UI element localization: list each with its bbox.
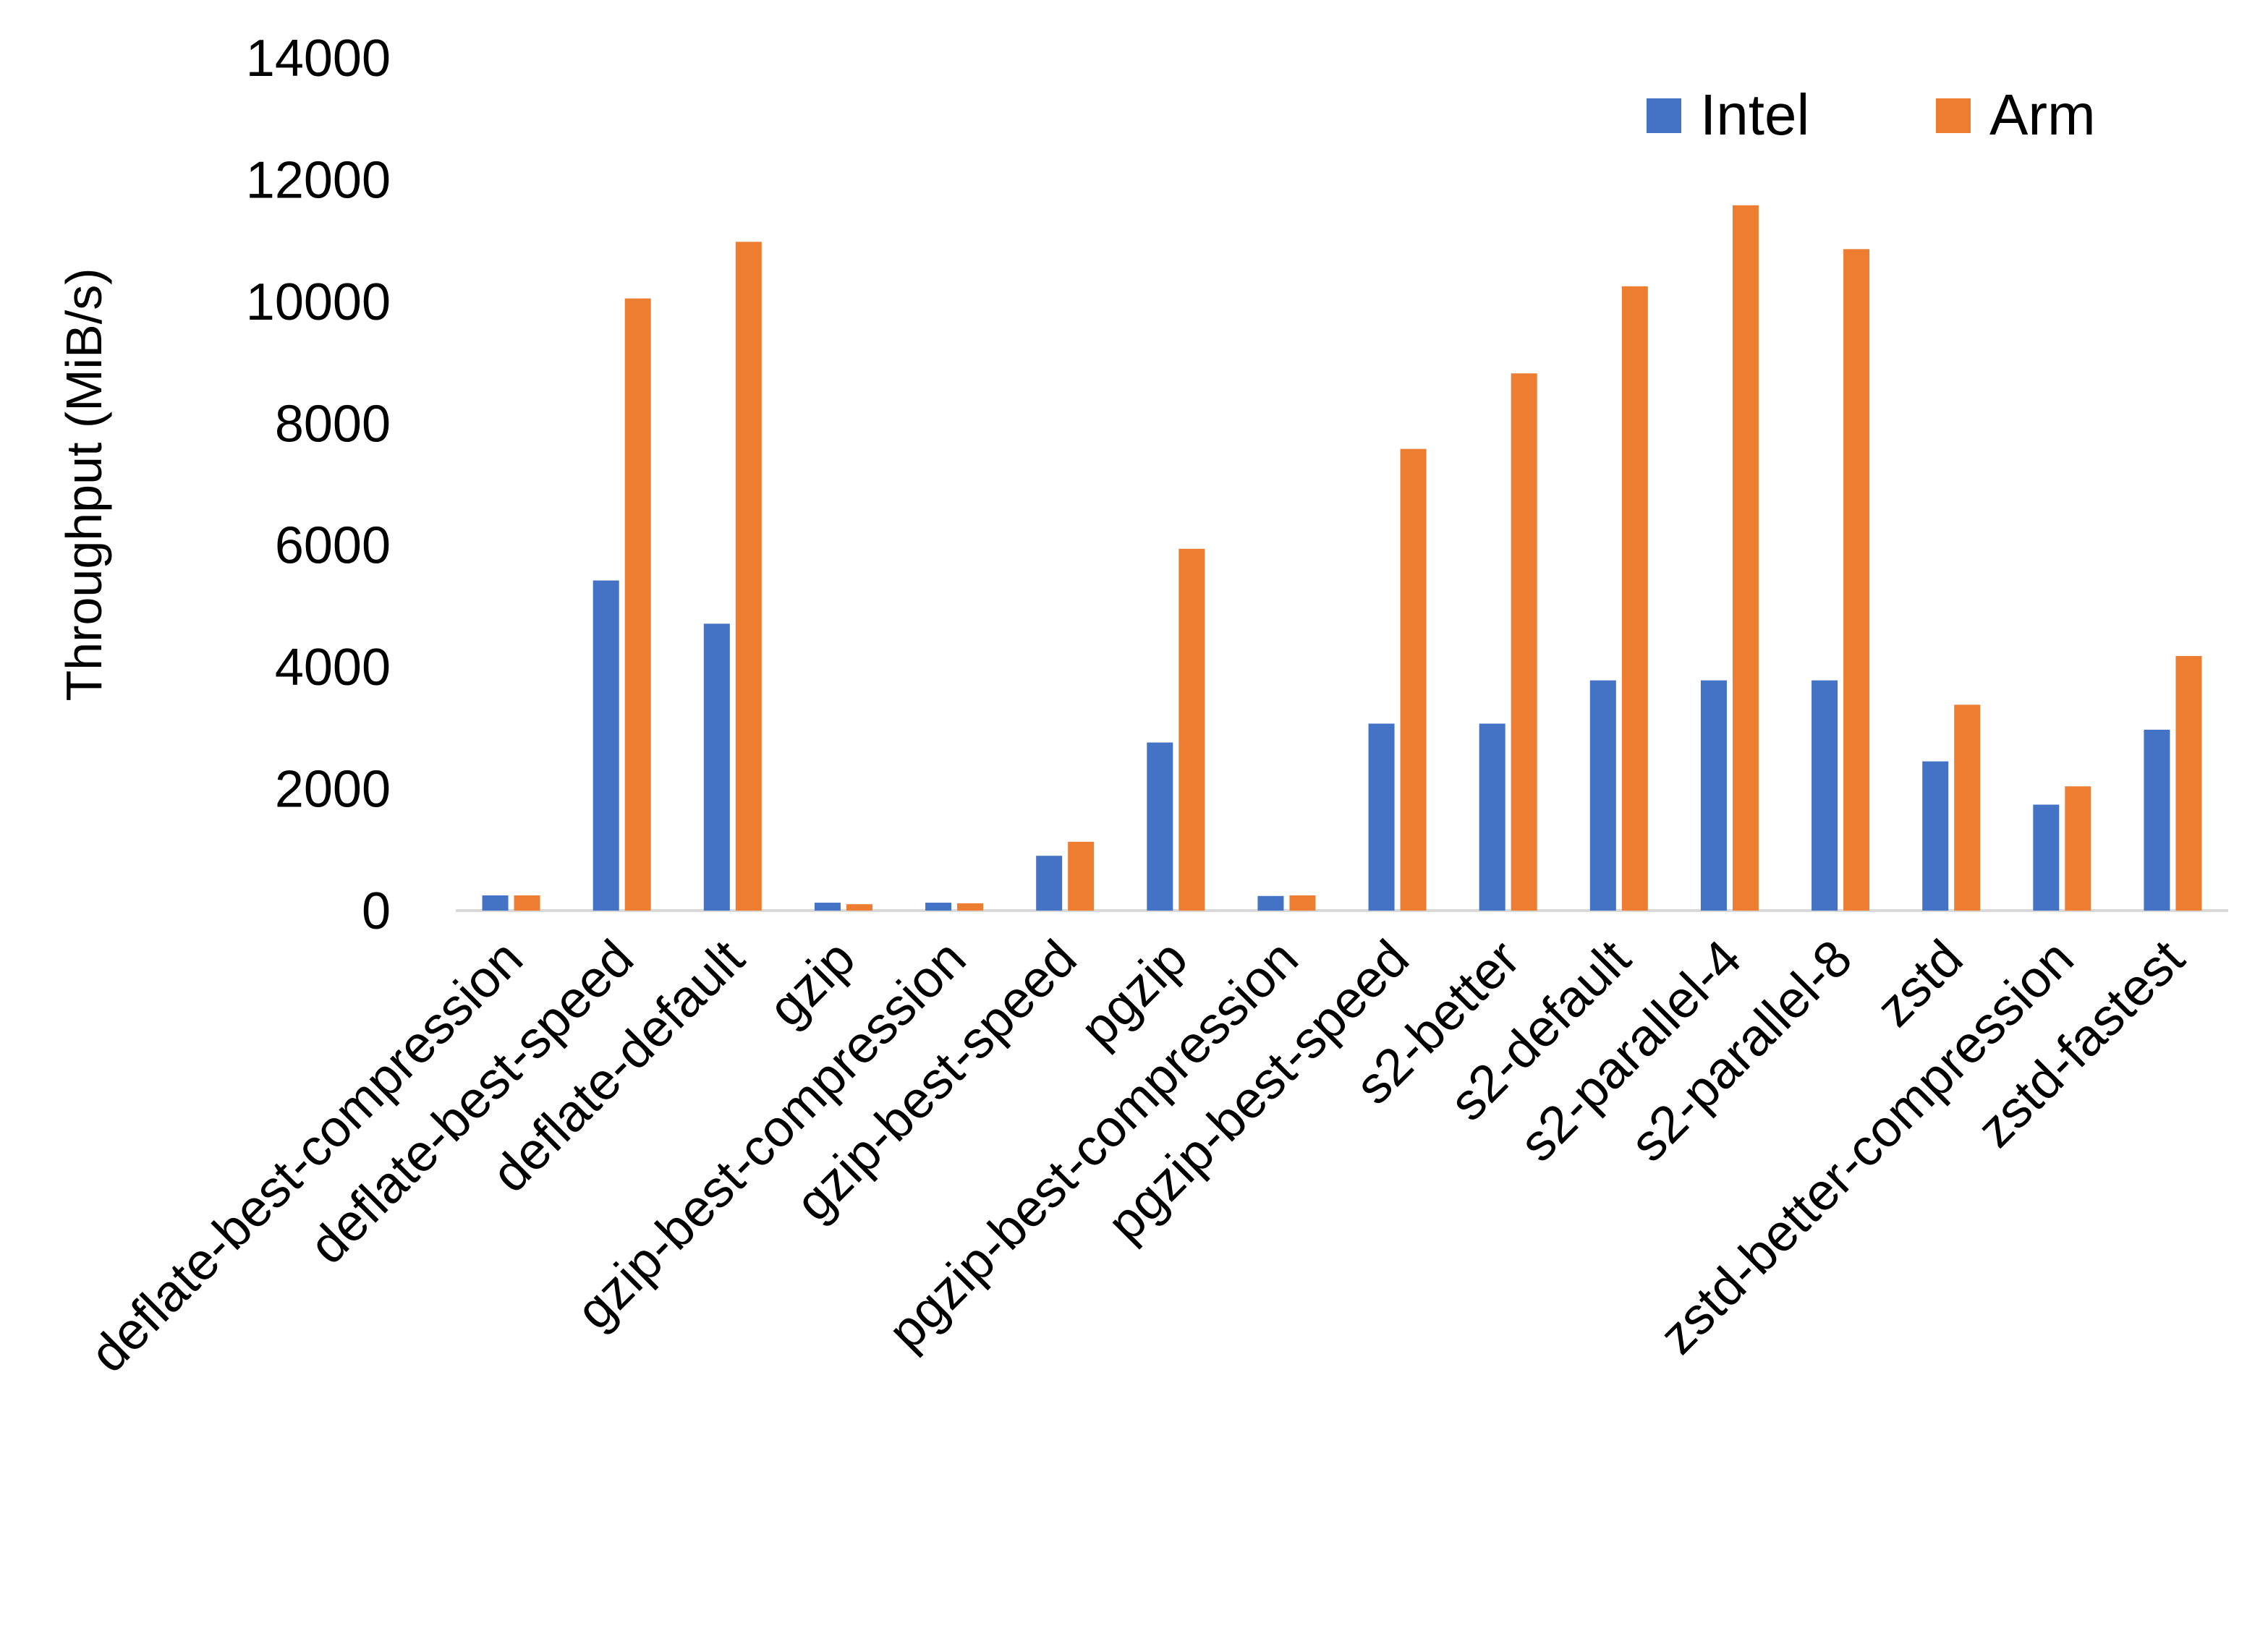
legend-swatch-arm xyxy=(1936,98,1971,133)
bar-arm xyxy=(1068,841,1095,911)
legend: Intel Arm xyxy=(1647,82,2096,147)
y-tick-label: 4000 xyxy=(275,639,391,697)
bar-arm xyxy=(1400,448,1427,911)
x-axis-labels: deflate-best-compressiondeflate-best-spe… xyxy=(80,929,2196,1384)
bar-intel xyxy=(1036,856,1063,911)
bar-arm xyxy=(957,903,984,911)
bar-arm xyxy=(1511,373,1537,911)
bar-intel xyxy=(482,895,509,911)
legend-label: Arm xyxy=(1989,82,2096,147)
bar-intel xyxy=(1368,723,1395,911)
x-tick-label: deflate-best-compression xyxy=(80,929,534,1384)
bar-intel xyxy=(2144,729,2170,911)
bar-intel xyxy=(1257,895,1284,911)
bar-arm xyxy=(624,298,651,911)
bar-intel xyxy=(1922,761,1949,911)
y-tick-label: 0 xyxy=(362,882,391,940)
bar-intel xyxy=(703,623,730,911)
bar-arm xyxy=(2175,655,2202,911)
y-tick-label: 8000 xyxy=(275,395,391,453)
y-tick-label: 2000 xyxy=(275,761,391,819)
bar-arm xyxy=(1178,548,1205,911)
bar-arm xyxy=(1843,249,1870,911)
bar-arm xyxy=(846,904,872,911)
bar-arm xyxy=(1954,704,1981,911)
bar-intel xyxy=(1700,680,1727,911)
y-tick-label: 12000 xyxy=(246,151,391,209)
bar-intel xyxy=(593,580,619,911)
bar-intel xyxy=(1589,680,1616,911)
bar-intel xyxy=(1812,680,1838,911)
bar-arm xyxy=(1289,895,1316,911)
y-axis: 0 2000 4000 6000 8000 10000 12000 14000 xyxy=(246,30,391,940)
bar-intel xyxy=(925,903,952,911)
bar-arm xyxy=(1621,286,1648,911)
y-tick-label: 6000 xyxy=(275,517,391,575)
bar-intel xyxy=(2033,804,2060,911)
y-tick-label: 14000 xyxy=(246,30,391,88)
legend-swatch-intel xyxy=(1647,98,1681,133)
bar-intel xyxy=(1147,742,1173,911)
bar-arm xyxy=(514,895,540,911)
bars xyxy=(482,205,2202,911)
bar-arm xyxy=(735,242,762,911)
legend-label: Intel xyxy=(1700,82,1809,147)
bar-arm xyxy=(2065,786,2091,911)
y-axis-label: Throughput (MiB/s) xyxy=(56,268,112,701)
bar-intel xyxy=(814,903,841,911)
y-tick-label: 10000 xyxy=(246,273,391,331)
bar-intel xyxy=(1479,723,1505,911)
bar-arm xyxy=(1732,205,1759,911)
